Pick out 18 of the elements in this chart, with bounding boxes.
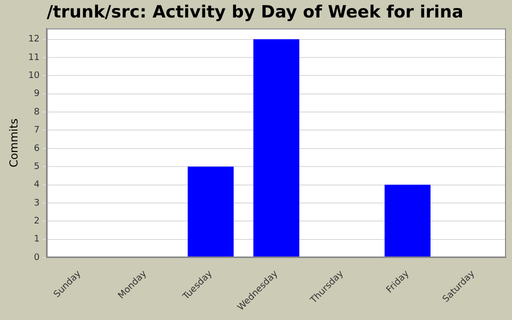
y-axis-title: Commits bbox=[7, 118, 20, 168]
y-tick-label: 12 bbox=[28, 34, 40, 45]
bar bbox=[384, 184, 431, 258]
y-tick-label: 2 bbox=[34, 216, 40, 226]
bar bbox=[188, 166, 234, 258]
bar bbox=[253, 39, 300, 258]
y-tick-label: 11 bbox=[28, 52, 40, 63]
y-tick-label: 8 bbox=[34, 107, 40, 118]
y-tick-label: 10 bbox=[28, 71, 40, 82]
y-tick-label: 3 bbox=[34, 198, 40, 208]
y-tick-label: 6 bbox=[34, 144, 40, 154]
y-tick-label: 9 bbox=[34, 89, 40, 100]
y-tick-label: 5 bbox=[34, 162, 40, 172]
y-tick-label: 4 bbox=[34, 180, 40, 190]
y-tick-label: 0 bbox=[34, 252, 40, 263]
y-tick-label: 1 bbox=[34, 234, 40, 245]
chart-title: /trunk/src: Activity by Day of Week for irina bbox=[46, 2, 464, 23]
y-tick-label: 7 bbox=[34, 126, 40, 136]
